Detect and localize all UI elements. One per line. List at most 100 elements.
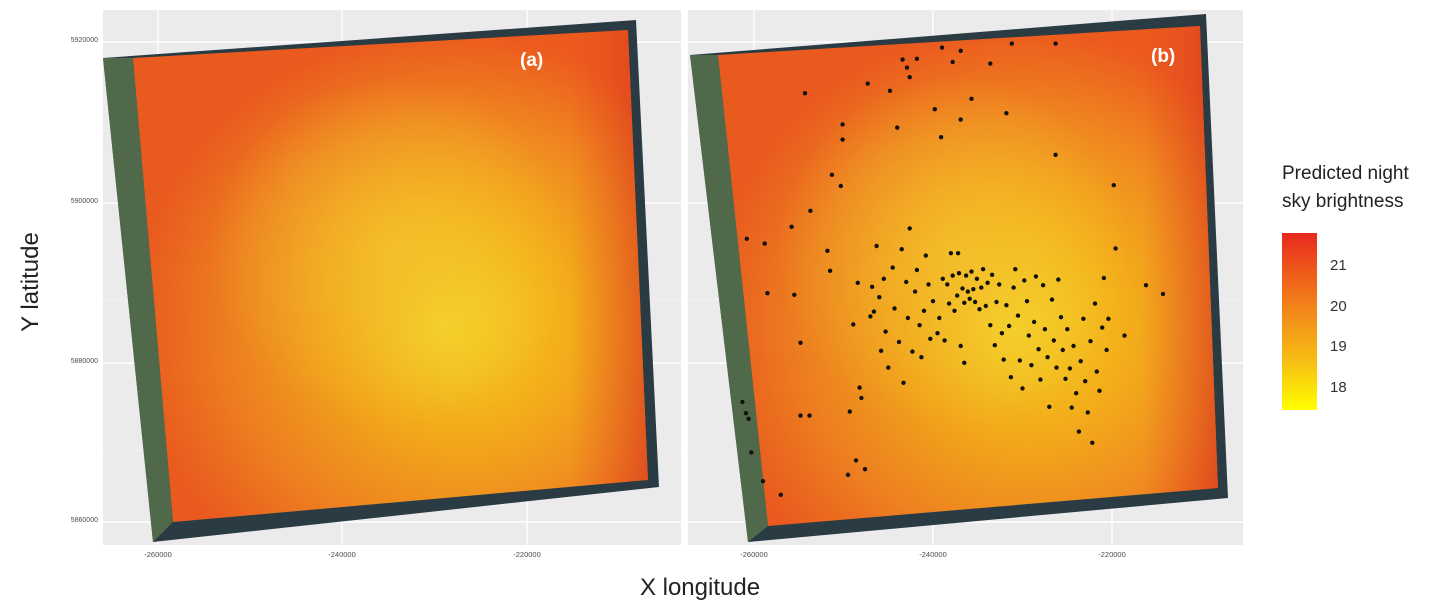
sample-point (1053, 41, 1058, 46)
sample-point (825, 248, 830, 253)
sample-point (948, 251, 954, 256)
sample-point (1094, 369, 1099, 374)
sample-point (840, 137, 845, 142)
sample-point (887, 88, 893, 94)
sample-point (1113, 246, 1118, 251)
sample-point (946, 301, 952, 306)
sample-point (999, 331, 1005, 336)
sample-point (874, 243, 879, 249)
legend-tick-mark (1317, 266, 1323, 267)
sample-point (965, 289, 971, 294)
sample-point (992, 343, 997, 348)
sample-point (1047, 404, 1052, 409)
sample-point (977, 307, 982, 312)
sample-point (1104, 347, 1109, 353)
sample-point (807, 413, 812, 418)
sample-point (1051, 338, 1056, 343)
sample-point (890, 265, 895, 270)
xtick-label-a-2: -220000 (513, 550, 541, 559)
sample-point (1020, 386, 1025, 391)
sample-point (979, 285, 984, 290)
sample-point (765, 291, 770, 296)
sample-point (994, 299, 999, 305)
sample-point (955, 293, 960, 298)
sample-point (1143, 283, 1149, 288)
sample-point (969, 269, 974, 274)
sample-point (1031, 319, 1037, 325)
sample-point (762, 241, 767, 246)
legend-tick-mark (1317, 307, 1323, 308)
sample-point (1011, 285, 1016, 290)
sample-point (1009, 41, 1014, 46)
legend-tick-mark (1317, 388, 1323, 389)
sample-point (845, 472, 851, 477)
sample-point (1058, 315, 1064, 320)
y-axis-title: Y latitude (17, 232, 44, 332)
sample-point (877, 295, 882, 300)
sample-point (1038, 377, 1043, 382)
sample-point (921, 308, 927, 313)
legend-tick-21: 21 (1330, 257, 1347, 274)
sample-point (1074, 391, 1079, 396)
sample-point (952, 308, 957, 313)
sample-point (972, 299, 978, 305)
sample-point (939, 45, 945, 50)
sample-point (1054, 365, 1059, 370)
sample-point (963, 273, 969, 278)
sample-point (760, 479, 766, 484)
sample-point (851, 322, 856, 327)
sample-point (1033, 274, 1039, 279)
sample-point (967, 296, 972, 301)
sample-point (855, 280, 860, 285)
sample-point (950, 59, 955, 65)
ytick-label-a-0: 5920000 (70, 37, 98, 44)
panel-label-b: (b) (1151, 46, 1176, 67)
sample-point (1042, 327, 1048, 332)
sample-point (928, 336, 933, 341)
legend-tick-18: 18 (1330, 379, 1347, 396)
sample-point (798, 413, 803, 418)
sample-point (901, 380, 906, 385)
sample-point (917, 323, 922, 328)
sample-point (969, 96, 974, 102)
sample-point (907, 226, 912, 231)
sample-point (895, 125, 900, 130)
panel-label-a: (a) (520, 50, 544, 71)
xtick-label-b-2: -220000 (1098, 550, 1126, 559)
sample-point (778, 492, 783, 497)
sample-point (983, 303, 988, 309)
sample-point (859, 395, 864, 401)
sample-point (956, 271, 962, 276)
sample-point (829, 172, 835, 177)
sample-point (789, 224, 794, 229)
sample-point (1160, 291, 1166, 297)
sample-point (1029, 363, 1034, 368)
sample-point (1022, 278, 1027, 283)
sample-point (980, 267, 986, 272)
sample-point (938, 135, 944, 140)
sample-point (886, 365, 891, 370)
sample-point (1004, 303, 1009, 308)
ytick-label-a-3: 5860000 (70, 517, 98, 524)
sample-point (899, 247, 904, 252)
sample-point (746, 416, 751, 421)
sample-point (910, 349, 915, 354)
sample-point (962, 300, 967, 305)
sample-point (1026, 333, 1031, 338)
sample-point (955, 251, 961, 256)
map-panel-b: (b) (688, 10, 1243, 545)
sample-point (1063, 376, 1068, 381)
sample-point (914, 267, 920, 273)
sample-point (1090, 440, 1095, 445)
sample-point (1100, 325, 1105, 330)
sample-point (997, 282, 1002, 287)
sample-point (974, 276, 980, 281)
sample-point (1001, 357, 1006, 362)
sample-point (827, 268, 833, 273)
xtick-label-b-0: -260000 (740, 550, 768, 559)
sample-point (847, 409, 852, 414)
sample-point (1078, 359, 1083, 364)
sample-point (878, 348, 884, 353)
sample-point (905, 315, 911, 321)
x-axis-title: X longitude (639, 574, 761, 601)
